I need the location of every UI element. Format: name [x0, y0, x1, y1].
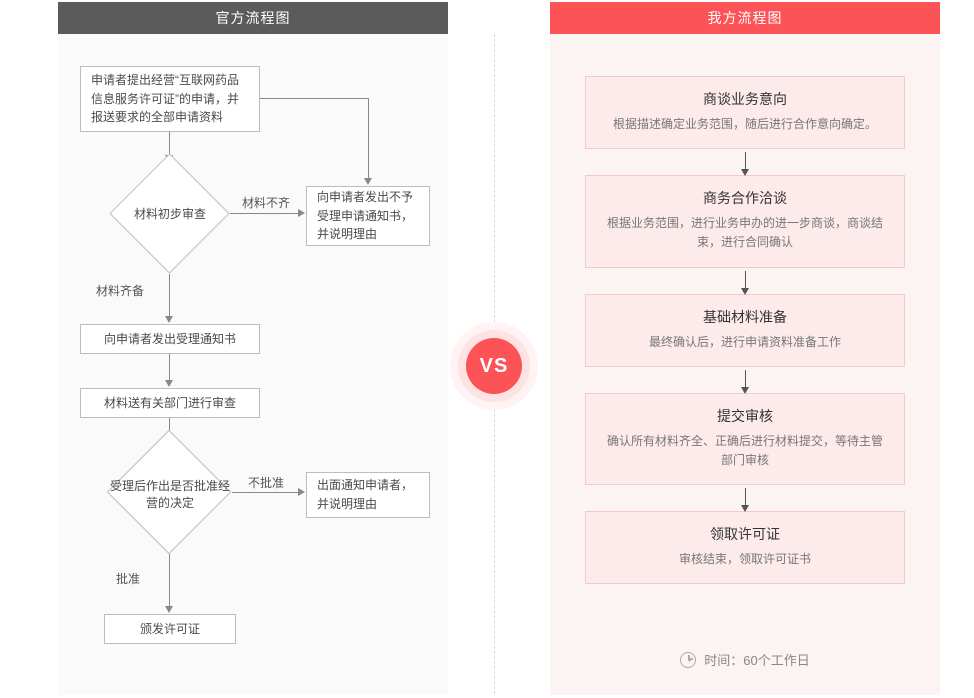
- arrowhead: [165, 380, 173, 387]
- node-not-approved-notice: 出面通知申请者，并说明理由: [306, 472, 430, 518]
- clock-icon: [680, 652, 696, 668]
- step-sub: 根据业务范围，进行业务申办的进一步商谈，商谈结束，进行合同确认: [604, 214, 886, 252]
- step-sub: 最终确认后，进行申请资料准备工作: [604, 333, 886, 352]
- official-flow-body: 申请者提出经营“互联网药品信息服务许可证”的申请，并报送要求的全部申请资料 材料…: [58, 34, 448, 695]
- step-arrow: [585, 268, 905, 294]
- vs-badge: VS: [466, 338, 522, 394]
- time-row: 时间：60个工作日: [550, 650, 940, 669]
- time-label: 时间：60个工作日: [704, 650, 809, 669]
- arrowhead: [364, 178, 372, 185]
- our-flow-body: 商谈业务意向 根据描述确定业务范围，随后进行合作意向确定。 商务合作洽谈 根据业…: [550, 34, 940, 695]
- arrowhead: [298, 209, 305, 217]
- edge-label-incomplete: 材料不齐: [242, 194, 290, 211]
- node-start: 申请者提出经营“互联网药品信息服务许可证”的申请，并报送要求的全部申请资料: [80, 66, 260, 132]
- our-flow-title: 我方流程图: [550, 2, 940, 34]
- our-flow-panel: 我方流程图 商谈业务意向 根据描述确定业务范围，随后进行合作意向确定。 商务合作…: [550, 2, 940, 695]
- step-sub: 确认所有材料齐全、正确后进行材料提交，等待主管部门审核: [604, 432, 886, 470]
- separator-top: [494, 34, 495, 338]
- step-card: 基础材料准备 最终确认后，进行申请资料准备工作: [585, 294, 905, 367]
- step-arrow: [585, 149, 905, 175]
- edge-label-approved: 批准: [116, 570, 140, 587]
- node-review-shape: [109, 153, 229, 273]
- edge: [368, 98, 369, 180]
- edge: [169, 554, 170, 608]
- step-title: 商谈业务意向: [604, 89, 886, 109]
- step-title: 领取许可证: [604, 524, 886, 544]
- official-flow-panel: 官方流程图 申请者提出经营“互联网药品信息服务许可证”的申请，并报送要求的全部申…: [58, 2, 448, 695]
- node-dept-review: 材料送有关部门进行审查: [80, 388, 260, 418]
- step-card: 商务合作洽谈 根据业务范围，进行业务申办的进一步商谈，商谈结束，进行合同确认: [585, 175, 905, 267]
- official-flow-title: 官方流程图: [58, 2, 448, 34]
- separator-bottom: [494, 394, 495, 694]
- step-card: 商谈业务意向 根据描述确定业务范围，随后进行合作意向确定。: [585, 76, 905, 149]
- node-issue: 颁发许可证: [104, 614, 236, 644]
- our-flow-stack: 商谈业务意向 根据描述确定业务范围，随后进行合作意向确定。 商务合作洽谈 根据业…: [585, 76, 905, 584]
- step-arrow: [585, 367, 905, 393]
- edge-label-not-approved: 不批准: [248, 474, 284, 491]
- arrowhead: [165, 606, 173, 613]
- step-title: 基础材料准备: [604, 307, 886, 327]
- step-sub: 审核结束，领取许可证书: [604, 550, 886, 569]
- arrowhead: [298, 488, 305, 496]
- arrowhead: [165, 316, 173, 323]
- edge-label-complete: 材料齐备: [96, 282, 144, 299]
- step-card: 领取许可证 审核结束，领取许可证书: [585, 511, 905, 584]
- step-card: 提交审核 确认所有材料齐全、正确后进行材料提交，等待主管部门审核: [585, 393, 905, 485]
- node-decision-shape: [107, 430, 231, 554]
- edge: [169, 354, 170, 382]
- node-reject-notice: 向申请者发出不予受理申请通知书，并说明理由: [306, 186, 430, 246]
- edge: [230, 213, 300, 214]
- node-accept-notice: 向申请者发出受理通知书: [80, 324, 260, 354]
- edge: [169, 274, 170, 318]
- step-arrow: [585, 485, 905, 511]
- step-title: 商务合作洽谈: [604, 188, 886, 208]
- step-title: 提交审核: [604, 406, 886, 426]
- step-sub: 根据描述确定业务范围，随后进行合作意向确定。: [604, 115, 886, 134]
- edge: [260, 98, 368, 99]
- edge: [232, 492, 300, 493]
